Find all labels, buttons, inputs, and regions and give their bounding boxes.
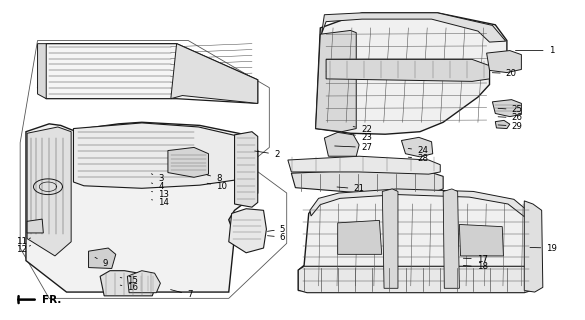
Polygon shape <box>37 44 258 103</box>
Text: 16: 16 <box>121 284 139 292</box>
Text: 6: 6 <box>267 233 285 242</box>
Polygon shape <box>100 271 156 296</box>
Text: 20: 20 <box>493 69 517 78</box>
Polygon shape <box>128 271 160 293</box>
Polygon shape <box>493 100 521 116</box>
Polygon shape <box>316 30 356 132</box>
Polygon shape <box>298 191 535 291</box>
Polygon shape <box>27 219 43 233</box>
Text: 10: 10 <box>207 182 227 191</box>
Text: 8: 8 <box>207 174 222 183</box>
Text: 13: 13 <box>152 190 169 199</box>
Polygon shape <box>383 189 398 288</box>
Polygon shape <box>338 220 382 254</box>
Text: 12: 12 <box>16 245 30 254</box>
Polygon shape <box>20 41 287 298</box>
Polygon shape <box>324 132 359 156</box>
Polygon shape <box>291 170 443 193</box>
Polygon shape <box>326 60 490 81</box>
Polygon shape <box>229 209 266 253</box>
Text: 2: 2 <box>254 150 280 159</box>
Text: 23: 23 <box>353 133 372 142</box>
Text: FR.: FR. <box>42 295 61 305</box>
Text: 5: 5 <box>267 225 285 234</box>
Polygon shape <box>88 248 116 268</box>
Text: 14: 14 <box>152 198 169 207</box>
Text: 28: 28 <box>408 154 428 163</box>
Text: 22: 22 <box>353 125 372 134</box>
Text: 18: 18 <box>463 262 488 271</box>
Polygon shape <box>322 13 506 42</box>
Polygon shape <box>288 156 441 174</box>
Polygon shape <box>27 127 71 256</box>
Text: 21: 21 <box>337 184 364 193</box>
Text: 27: 27 <box>335 143 372 152</box>
Polygon shape <box>487 51 521 73</box>
Polygon shape <box>459 224 504 256</box>
Polygon shape <box>524 201 543 292</box>
Text: 9: 9 <box>95 257 108 268</box>
Text: 15: 15 <box>121 276 139 284</box>
Text: 4: 4 <box>152 182 164 191</box>
Text: 11: 11 <box>16 237 30 246</box>
Text: 24: 24 <box>408 146 428 155</box>
Text: 7: 7 <box>171 290 192 299</box>
Text: 1: 1 <box>515 46 554 55</box>
Polygon shape <box>443 189 459 288</box>
Text: 25: 25 <box>498 105 522 114</box>
Polygon shape <box>235 132 258 207</box>
Text: 29: 29 <box>498 122 522 131</box>
Polygon shape <box>168 148 208 177</box>
Text: 3: 3 <box>152 174 164 183</box>
Polygon shape <box>74 123 255 188</box>
Polygon shape <box>495 120 510 129</box>
Text: 17: 17 <box>463 254 488 264</box>
Text: 26: 26 <box>498 113 522 122</box>
Text: 19: 19 <box>530 244 557 252</box>
Polygon shape <box>26 122 258 292</box>
Polygon shape <box>171 44 258 103</box>
Polygon shape <box>316 13 507 134</box>
Polygon shape <box>298 266 535 293</box>
Polygon shape <box>310 189 530 217</box>
Polygon shape <box>37 44 46 99</box>
Polygon shape <box>401 137 433 157</box>
